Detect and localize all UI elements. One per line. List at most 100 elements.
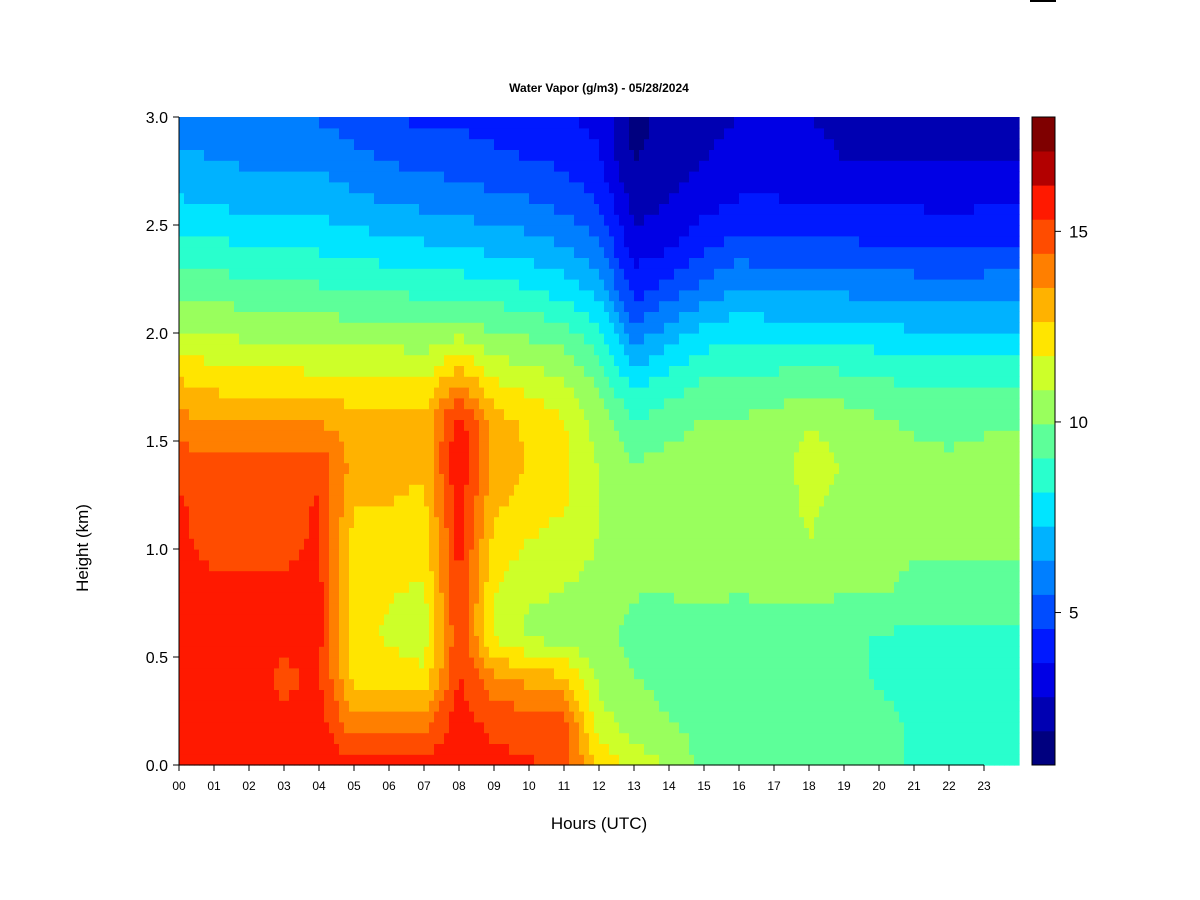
heatmap-cell	[424, 365, 430, 377]
heatmap-cell	[424, 279, 430, 291]
heatmap-cell	[489, 203, 495, 215]
heatmap-cell	[529, 365, 535, 377]
heatmap-cell	[554, 495, 560, 507]
heatmap-cell	[344, 322, 350, 334]
heatmap-cell	[309, 570, 315, 582]
heatmap-cell	[404, 430, 410, 442]
heatmap-cell	[314, 549, 320, 561]
heatmap-cell	[209, 246, 215, 258]
heatmap-cell	[424, 678, 430, 690]
heatmap-cell	[444, 257, 450, 269]
heatmap-cell	[514, 505, 520, 518]
heatmap-cell	[574, 505, 580, 518]
heatmap-cell	[194, 365, 200, 377]
heatmap-cell	[444, 516, 450, 528]
heatmap-cell	[224, 408, 230, 420]
heatmap-cell	[539, 300, 545, 312]
heatmap-cell	[384, 624, 390, 636]
heatmap-cell	[374, 365, 380, 377]
heatmap-cell	[424, 149, 430, 161]
heatmap-cell	[349, 538, 355, 550]
heatmap-cell	[244, 225, 250, 237]
heatmap-cell	[339, 387, 345, 399]
heatmap-cell	[284, 117, 290, 129]
heatmap-cell	[434, 495, 440, 507]
heatmap-cell	[339, 257, 345, 269]
heatmap-cell	[204, 376, 210, 388]
heatmap-cell	[444, 160, 450, 172]
heatmap-cell	[299, 721, 305, 734]
heatmap-cell	[354, 289, 360, 302]
heatmap-cell	[214, 559, 220, 572]
heatmap-cell	[209, 408, 215, 420]
heatmap-cell	[539, 646, 545, 658]
heatmap-cell	[479, 343, 485, 356]
heatmap-cell	[384, 495, 390, 507]
heatmap-cell	[354, 559, 360, 572]
heatmap-cell	[459, 279, 465, 291]
heatmap-cell	[239, 203, 245, 215]
heatmap-cell	[219, 700, 225, 712]
heatmap-cell	[539, 365, 545, 377]
heatmap-cell	[179, 354, 185, 366]
heatmap-cell	[409, 160, 415, 172]
heatmap-cell	[404, 527, 410, 539]
heatmap-cell	[439, 181, 445, 194]
heatmap-cell	[414, 322, 420, 334]
heatmap-cell	[294, 214, 300, 226]
heatmap-cell	[579, 743, 585, 755]
heatmap-cell	[579, 192, 585, 204]
heatmap-cell	[294, 181, 300, 194]
heatmap-cell	[579, 365, 585, 377]
heatmap-cell	[249, 365, 255, 377]
heatmap-cell	[439, 289, 445, 302]
heatmap-cell	[394, 171, 400, 183]
heatmap-cell	[349, 516, 355, 528]
heatmap-cell	[319, 505, 325, 518]
heatmap-cell	[209, 441, 215, 453]
heatmap-cell	[454, 268, 460, 280]
heatmap-cell	[414, 225, 420, 237]
heatmap-cell	[429, 387, 435, 399]
heatmap-cell	[309, 365, 315, 377]
heatmap-cell	[279, 516, 285, 528]
heatmap-cell	[519, 635, 525, 647]
heatmap-cell	[419, 127, 425, 140]
heatmap-cell	[189, 246, 195, 258]
heatmap-cell	[229, 646, 235, 658]
heatmap-cell	[304, 549, 310, 561]
heatmap-cell	[349, 160, 355, 172]
heatmap-cell	[329, 246, 335, 258]
heatmap-cell	[239, 527, 245, 539]
heatmap-cell	[449, 203, 455, 215]
heatmap-cell	[364, 743, 370, 755]
heatmap-cell	[234, 397, 240, 410]
heatmap-cell	[594, 592, 600, 604]
heatmap-cell	[449, 538, 455, 550]
heatmap-cell	[274, 160, 280, 172]
heatmap-cell	[329, 430, 335, 442]
heatmap-cell	[244, 268, 250, 280]
heatmap-cell	[224, 581, 230, 593]
heatmap-cell	[484, 473, 490, 485]
heatmap-cell	[429, 354, 435, 366]
heatmap-cell	[514, 343, 520, 356]
heatmap-cell	[399, 289, 405, 302]
heatmap-cell	[339, 505, 345, 518]
heatmap-cell	[359, 538, 365, 550]
heatmap-cell	[274, 538, 280, 550]
heatmap-cell	[394, 397, 400, 410]
heatmap-cell	[454, 732, 460, 744]
heatmap-cell	[589, 214, 595, 226]
heatmap-cell	[554, 711, 560, 723]
heatmap-cell	[494, 343, 500, 356]
heatmap-cell	[254, 279, 260, 291]
heatmap-cell	[509, 711, 515, 723]
heatmap-cell	[549, 732, 555, 744]
heatmap-cell	[394, 365, 400, 377]
heatmap-cell	[584, 581, 590, 593]
heatmap-cell	[264, 333, 270, 345]
heatmap-cell	[224, 160, 230, 172]
heatmap-cell	[459, 743, 465, 755]
heatmap-cell	[284, 127, 290, 140]
